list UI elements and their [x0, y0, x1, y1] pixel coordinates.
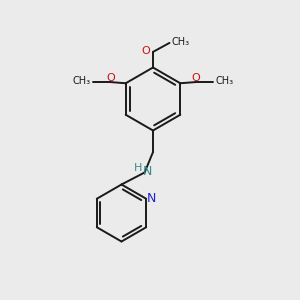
- Text: O: O: [142, 46, 151, 56]
- Text: CH₃: CH₃: [172, 37, 190, 47]
- Text: H: H: [134, 163, 142, 173]
- Text: N: N: [142, 165, 152, 178]
- Text: N: N: [147, 192, 156, 205]
- Text: O: O: [191, 73, 200, 83]
- Text: O: O: [106, 73, 115, 83]
- Text: CH₃: CH₃: [215, 76, 233, 86]
- Text: CH₃: CH₃: [73, 76, 91, 86]
